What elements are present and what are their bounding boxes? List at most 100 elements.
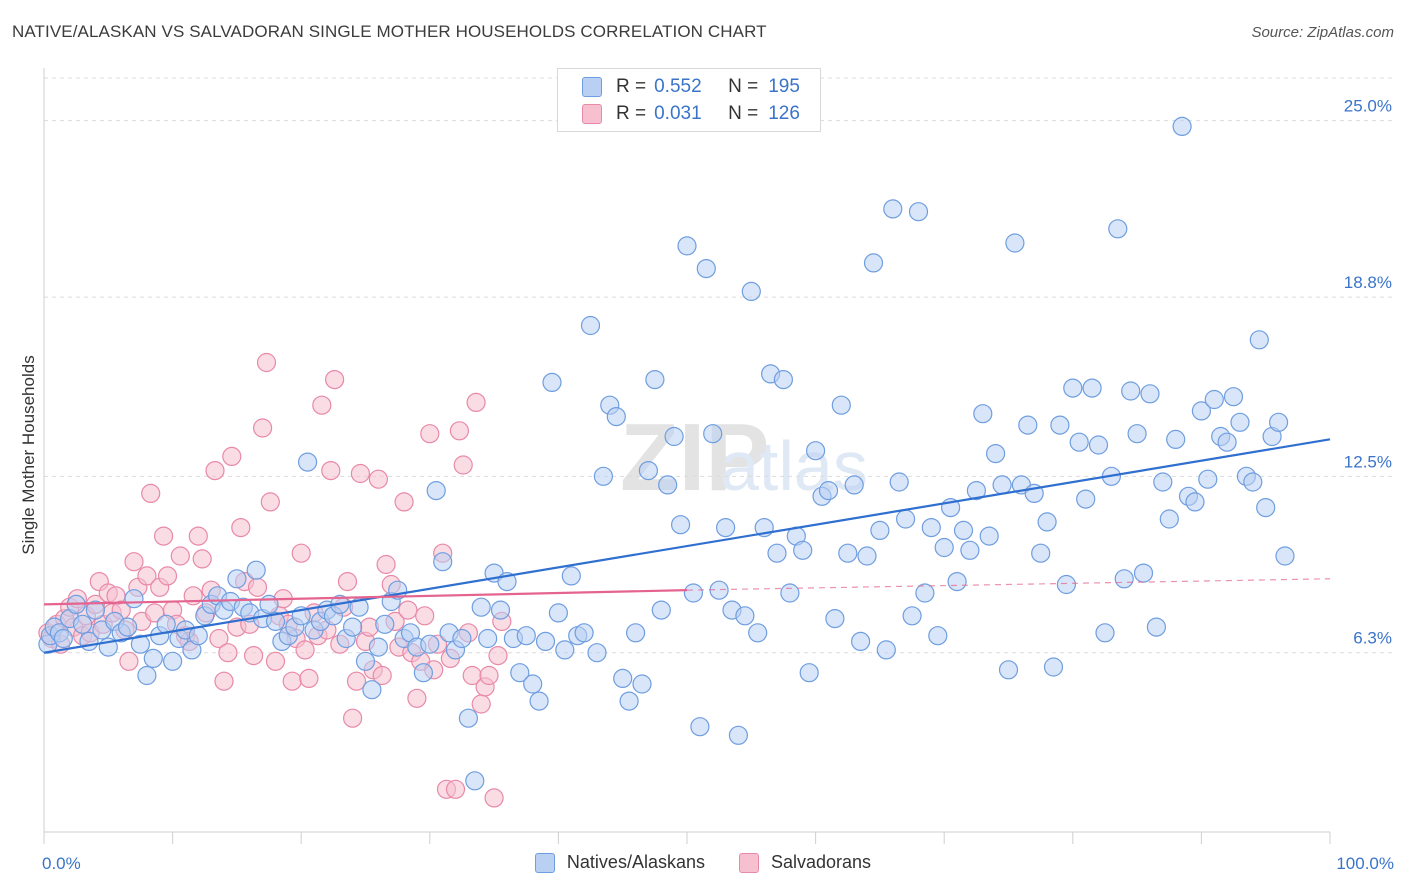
native-point [574,623,594,643]
native-point [632,674,652,694]
native-point [664,426,684,447]
native-point [780,583,800,603]
native-point [985,444,1006,464]
native-point [516,626,536,646]
native-point [831,395,851,415]
salvadoran-point [484,788,504,808]
native-point [478,628,498,649]
salvadoran-point [415,606,435,626]
native-point [458,708,478,728]
native-point [863,253,884,273]
source-label[interactable]: Source: ZipAtlas.com [1251,24,1394,41]
native-point [1037,512,1057,532]
native-point [928,626,948,646]
native-point [1249,330,1269,350]
native-point [902,606,922,626]
tick-labels: 6.3% 12.5% 18.8% 25.0% 0.0% 100.0% [42,97,1394,873]
native-point [638,461,659,481]
native-point [953,520,974,541]
legend-item-salvadorans[interactable]: Salvadorans [738,852,871,873]
salvadoran-point [420,424,440,444]
native-point [137,665,157,686]
salvadoran-point [170,546,190,566]
native-point [606,407,626,427]
native-point [1076,489,1096,509]
chart-title: NATIVE/ALASKAN VS SALVADORAN SINGLE MOTH… [12,22,767,41]
native-point [748,623,768,643]
legend-item-natives[interactable]: Natives/Alaskans [534,852,705,873]
native-point [426,481,446,501]
native-point [889,472,909,492]
blue-swatch [534,852,555,873]
salvadoran-point [188,526,208,546]
watermark-atlas: atlas [720,427,868,505]
salvadoran-point [350,463,370,484]
gridlines [44,77,1396,654]
native-point [728,725,749,745]
native-point [979,526,999,546]
native-point [580,315,601,336]
native-point [535,631,556,652]
native-point [998,660,1019,680]
native-point [1191,401,1212,421]
native-point [876,640,896,660]
native-point [1146,617,1167,637]
native-point [741,281,761,301]
correlation-legend: R = 0.552 N = 195 R = 0.031 N = 126 [557,68,821,132]
native-point [915,583,935,603]
salvadorans-trend-line [43,589,688,606]
salvadoran-point [244,645,264,666]
native-point [130,634,150,654]
watermark-zip: ZIP [620,404,769,511]
native-point [433,552,453,572]
native-point [805,441,826,461]
n-label: N = [728,76,759,97]
native-point [188,626,208,646]
native-point [1256,498,1276,518]
native-point [1159,509,1179,529]
salvadoran-point [407,688,427,708]
native-point [1088,435,1109,455]
native-point [921,517,941,538]
axes [43,68,1331,844]
salvadoran-point [253,418,273,438]
salvadoran-point [124,552,144,572]
y-tick-label: 25.0% [1344,97,1392,116]
native-point [85,600,106,620]
native-point [420,634,440,654]
r-label: R = [616,76,647,97]
legend-label: Natives/Alaskans [566,852,705,872]
native-point [844,475,864,495]
y-tick-label: 18.8% [1344,273,1392,292]
legend-row-natives: R = 0.552 N = 195 [582,75,800,99]
salvadoran-point [141,483,161,503]
native-point [1268,412,1289,432]
native-point [1172,116,1192,137]
native-point [490,600,511,620]
native-point [966,481,987,501]
native-point [1185,492,1205,512]
pink-swatch [582,104,602,124]
native-point [825,608,845,629]
salvadoran-point [471,694,491,714]
salvadoran-point [394,492,414,512]
native-point [452,628,472,649]
n-value: 195 [768,76,800,97]
native-point [593,466,614,486]
native-point [1275,546,1295,566]
legend-row-salvadorans: R = 0.031 N = 126 [582,102,800,126]
native-point [1069,432,1089,452]
native-point [1217,432,1237,452]
native-point [1121,381,1141,401]
x-tick-label: 100.0% [1336,854,1394,873]
native-point [1082,378,1102,398]
salvadoran-point [154,526,174,546]
native-point [992,475,1012,495]
native-point [355,651,376,671]
native-point [587,643,607,663]
native-point [960,540,980,560]
salvadoran-point [231,517,251,538]
salvadoran-point [398,600,418,620]
native-point [53,628,73,649]
